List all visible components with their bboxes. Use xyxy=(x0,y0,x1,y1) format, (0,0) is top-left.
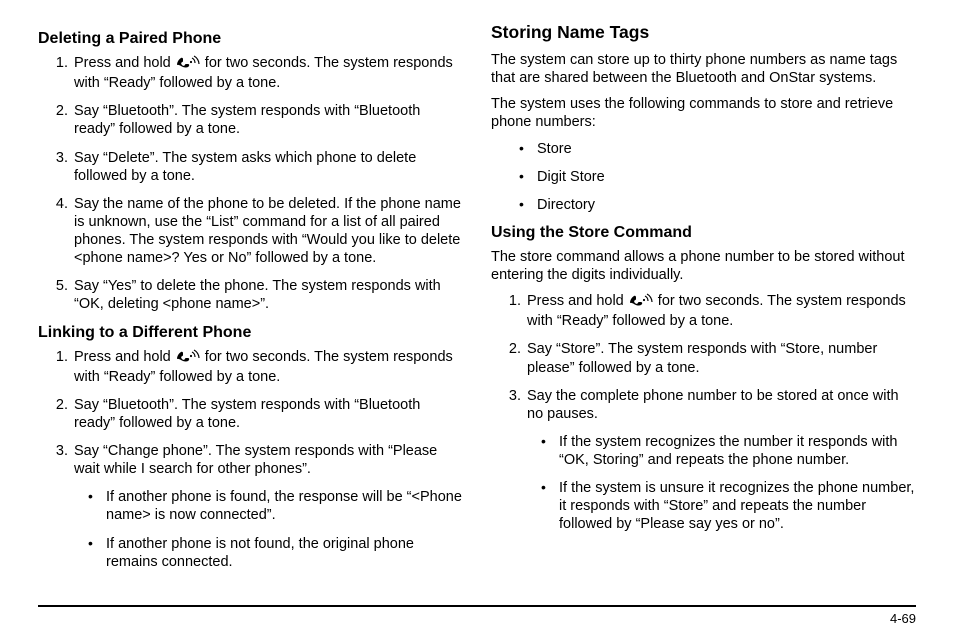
step: Press and hold for two seconds. The syst… xyxy=(525,292,916,330)
step: Say “Bluetooth”. The system responds wit… xyxy=(72,102,463,138)
command-bullets: Store Digit Store Directory xyxy=(491,140,916,214)
step: Press and hold for two seconds. The syst… xyxy=(72,348,463,386)
step-text: Say “Store”. The system responds with “S… xyxy=(527,341,877,375)
bullet-text: If another phone is not found, the origi… xyxy=(106,536,414,570)
phone-voice-icon xyxy=(175,349,201,368)
paragraph: The system can store up to thirty phone … xyxy=(491,51,916,87)
bullet-text: If another phone is found, the response … xyxy=(106,489,462,523)
sub-bullet: If the system is unsure it recognizes th… xyxy=(547,479,916,533)
bullet-text: If the system recognizes the number it r… xyxy=(559,434,898,468)
sub-bullet: If another phone is not found, the origi… xyxy=(94,535,463,571)
paragraph: The system uses the following commands t… xyxy=(491,95,916,131)
step-text-pre: Press and hold xyxy=(74,349,175,365)
two-column-layout: Deleting a Paired Phone Press and hold f… xyxy=(38,20,916,581)
bullet: Store xyxy=(525,140,916,158)
step: Say “Yes” to delete the phone. The syste… xyxy=(72,277,463,313)
step-text: Say the complete phone number to be stor… xyxy=(527,388,899,422)
step-text: Say “Bluetooth”. The system responds wit… xyxy=(74,397,420,431)
bullet: Digit Store xyxy=(525,168,916,186)
paragraph: The store command allows a phone number … xyxy=(491,248,916,284)
heading-deleting-paired-phone: Deleting a Paired Phone xyxy=(38,30,463,48)
manual-page: Deleting a Paired Phone Press and hold f… xyxy=(0,0,954,638)
phone-voice-icon xyxy=(628,293,654,312)
step-text: Say “Delete”. The system asks which phon… xyxy=(74,150,416,184)
step-text: Say the name of the phone to be deleted.… xyxy=(74,196,461,266)
step-text: Say “Bluetooth”. The system responds wit… xyxy=(74,103,420,137)
bullet: Directory xyxy=(525,196,916,214)
heading-using-store-command: Using the Store Command xyxy=(491,224,916,242)
right-column: Storing Name Tags The system can store u… xyxy=(491,20,916,581)
sub-bullet: If another phone is found, the response … xyxy=(94,488,463,524)
phone-voice-icon xyxy=(175,55,201,74)
steps-linking-different-phone: Press and hold for two seconds. The syst… xyxy=(38,348,463,571)
page-footer: 4-69 xyxy=(38,605,916,626)
step: Say the name of the phone to be deleted.… xyxy=(72,195,463,268)
steps-deleting-paired-phone: Press and hold for two seconds. The syst… xyxy=(38,54,463,314)
sub-bullets: If another phone is found, the response … xyxy=(74,488,463,571)
footer-rule xyxy=(38,605,916,607)
page-number: 4-69 xyxy=(38,611,916,626)
bullet-text: Directory xyxy=(537,197,595,213)
bullet-text: Store xyxy=(537,141,572,157)
heading-storing-name-tags: Storing Name Tags xyxy=(491,22,916,43)
heading-linking-different-phone: Linking to a Different Phone xyxy=(38,324,463,342)
step-text-pre: Press and hold xyxy=(527,293,628,309)
step: Say “Bluetooth”. The system responds wit… xyxy=(72,396,463,432)
sub-bullets: If the system recognizes the number it r… xyxy=(527,433,916,534)
left-column: Deleting a Paired Phone Press and hold f… xyxy=(38,20,463,581)
step: Say “Delete”. The system asks which phon… xyxy=(72,149,463,185)
step: Press and hold for two seconds. The syst… xyxy=(72,54,463,92)
step-text: Say “Change phone”. The system responds … xyxy=(74,443,437,477)
bullet-text: Digit Store xyxy=(537,169,605,185)
step: Say “Store”. The system responds with “S… xyxy=(525,340,916,376)
steps-store-command: Press and hold for two seconds. The syst… xyxy=(491,292,916,533)
step: Say “Change phone”. The system responds … xyxy=(72,442,463,571)
step: Say the complete phone number to be stor… xyxy=(525,387,916,534)
step-text: Say “Yes” to delete the phone. The syste… xyxy=(74,278,441,312)
sub-bullet: If the system recognizes the number it r… xyxy=(547,433,916,469)
step-text-pre: Press and hold xyxy=(74,55,175,71)
bullet-text: If the system is unsure it recognizes th… xyxy=(559,480,914,532)
